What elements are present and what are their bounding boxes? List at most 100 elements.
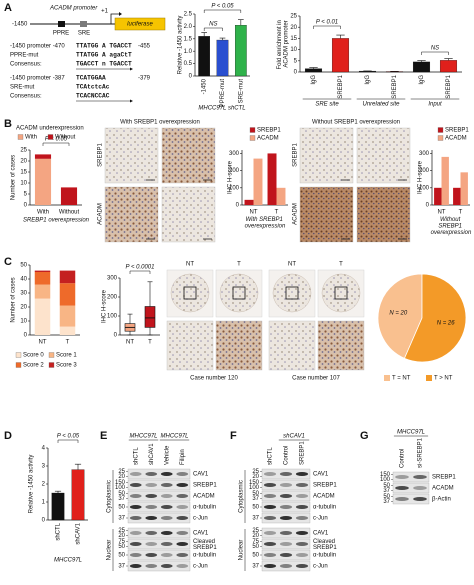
y-axis-label: IHC H-score [102, 289, 108, 323]
significance-bracket [203, 9, 242, 13]
error-bar [417, 60, 426, 62]
y-tick-label: 200 [229, 168, 240, 174]
x-tick-label: T [459, 210, 463, 216]
pie-slice [403, 273, 467, 363]
x-tick-label: SREBP1 [338, 74, 344, 98]
panel-letter: C [4, 256, 12, 268]
text-line: overexpression [245, 223, 286, 229]
blot-band [295, 553, 309, 557]
bar [441, 156, 449, 205]
y-tick-label: 20 [290, 25, 297, 31]
blot-strip [392, 471, 430, 483]
bar [331, 38, 350, 73]
case-label: Case number 120 [190, 376, 238, 382]
legend-swatch [426, 375, 432, 381]
blot-band [145, 564, 158, 568]
protein-label: c-Jun [313, 564, 328, 570]
mw-marker: 37 [118, 564, 125, 570]
micrograph [356, 186, 411, 243]
bar-segment [34, 298, 51, 335]
error-bar [219, 37, 226, 41]
blot-band [395, 497, 409, 501]
blot-band [160, 516, 173, 520]
consensus-arrowhead [130, 67, 133, 71]
blot-band [129, 531, 142, 535]
blot-band [295, 472, 309, 476]
image-column-label: NT [288, 262, 296, 268]
blot-band [413, 497, 427, 501]
x-tick-label: NT [438, 210, 446, 216]
blot-band [395, 486, 409, 490]
text-line: overexpression [431, 230, 472, 236]
x-tick-label: NT [250, 210, 258, 216]
mw-marker: 25 [252, 469, 259, 475]
blot-band [145, 505, 158, 509]
image-row-label: ACADM [98, 203, 104, 225]
legend-label: Without [55, 135, 76, 141]
box [144, 306, 156, 328]
bar-segment [60, 187, 78, 205]
blot-band [263, 516, 277, 520]
legend-label: ACADM [257, 136, 279, 142]
blot-band [176, 542, 189, 546]
tissue-zoom [268, 320, 316, 371]
blot-strip [392, 493, 430, 505]
image-row-label: ACADM [293, 203, 299, 225]
protein-label: CAV1 [313, 472, 329, 478]
mw-marker: 20 [252, 474, 259, 480]
y-tick-label: 20 [20, 159, 27, 165]
protein-label: SREBP1 [432, 475, 456, 481]
blot-band [145, 516, 158, 520]
blot-band [279, 516, 293, 520]
panel-letter: G [360, 430, 369, 442]
group-label: Unrelated site [362, 102, 400, 108]
legend-label: T = NT [392, 376, 411, 382]
mw-marker: 37 [252, 564, 259, 570]
blot-band [160, 542, 173, 546]
y-tick-label: 0 [24, 333, 28, 339]
panel-letter: E [100, 430, 107, 442]
mw-marker: 20 [118, 474, 125, 480]
zoom-box [232, 286, 246, 300]
bar [276, 187, 286, 205]
blot-band [279, 564, 293, 568]
bar [71, 469, 85, 521]
significance-label: P < 0.05 [211, 4, 234, 10]
case-label: Case number 107 [292, 376, 340, 382]
x-tick-label: SRE-mut [238, 79, 244, 104]
lane-label: Control [284, 446, 290, 465]
legend-label: Score 2 [23, 363, 44, 369]
bar [244, 199, 254, 205]
legend-label: T > NT [434, 376, 453, 382]
tss-label: +1 [101, 9, 109, 15]
y-tick-label: 5 [294, 58, 298, 64]
image-row-label: SREBP1 [98, 143, 104, 167]
bar-segment [59, 326, 76, 335]
y-tick-label: 200 [107, 295, 118, 301]
x-tick-label: SREBP1 [392, 74, 398, 98]
error-bar [309, 67, 318, 69]
mw-marker: 50 [118, 553, 125, 559]
blot-band [295, 542, 309, 546]
bar-segment [34, 158, 52, 205]
legend-swatch [437, 135, 444, 141]
blot-strip [127, 538, 191, 550]
tissue-core [321, 273, 361, 313]
panel-letter: A [4, 2, 12, 14]
blot-band [176, 483, 189, 487]
y-axis-label: Fold enrichment in ACADM promoter [276, 18, 289, 69]
blot-band [263, 483, 277, 487]
sequence: TGACCT n TGACCT [76, 61, 132, 68]
blot-band [295, 564, 309, 568]
luciferase-label: luciferase [127, 22, 153, 28]
pie-label: N = 20 [389, 311, 408, 317]
blot-band [279, 483, 293, 487]
blot-band [263, 531, 277, 535]
x-axis-label: With SREBP1 overexpression [245, 217, 286, 230]
blot-band [279, 542, 293, 546]
group-label: Input [428, 102, 442, 108]
bar-segment [34, 284, 51, 299]
mw-marker: 37 [118, 496, 125, 502]
blot-band [279, 531, 293, 535]
